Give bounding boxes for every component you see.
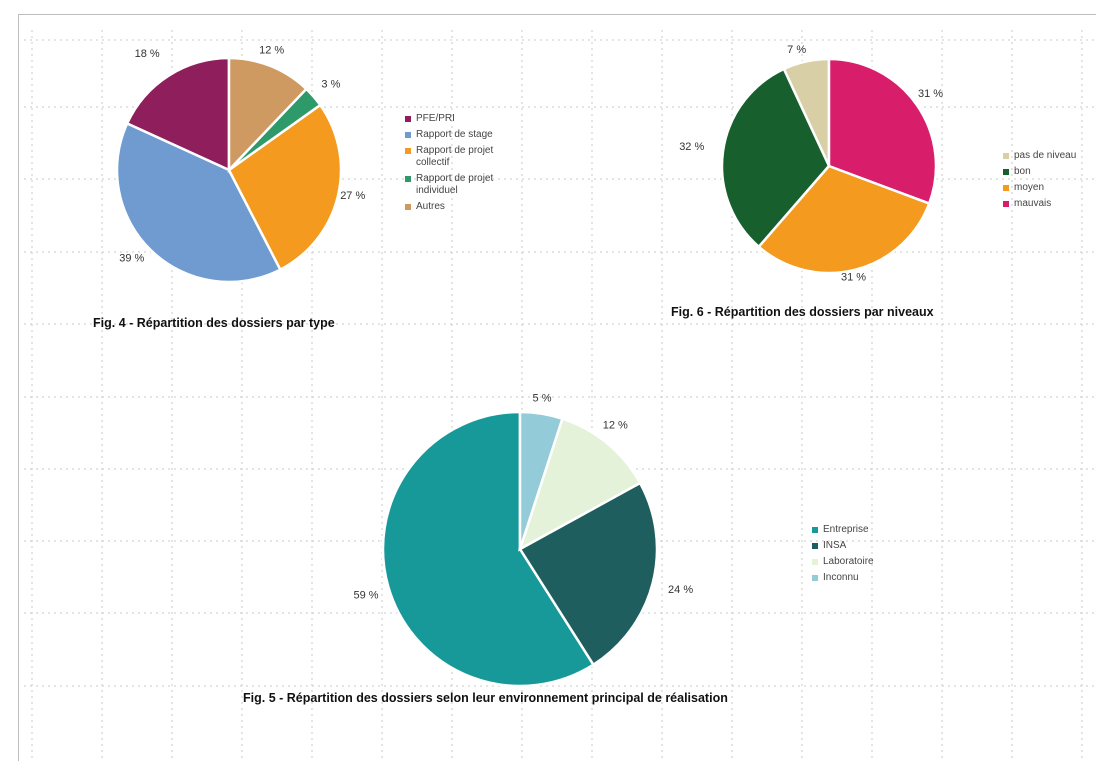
fig6-legend-swatch-1 — [1003, 169, 1009, 175]
fig5-data-label-0: 59 % — [353, 590, 378, 602]
fig4-legend-swatch-0 — [405, 116, 411, 122]
fig4-data-label-0: 18 % — [135, 48, 160, 60]
legend-fig5: Entreprise INSA Laboratoire Inconnu — [812, 524, 922, 588]
fig6-legend-item-1: bon — [1003, 166, 1093, 178]
fig4-legend-item-3: Rapport de projet individuel — [405, 173, 535, 197]
fig5-legend-label-3: Inconnu — [823, 572, 859, 583]
fig6-legend-label-1: bon — [1014, 166, 1031, 177]
fig4-legend-item-4: Autres — [405, 201, 535, 213]
fig5-slice-2 — [517, 417, 642, 552]
fig5-legend-label-1: INSA — [823, 540, 847, 551]
figure-frame — [18, 14, 1096, 761]
fig4-legend-item-2: Rapport de projet collectif — [405, 145, 535, 169]
fig4-data-label-1: 39 % — [119, 253, 144, 265]
fig4-legend-label-1: Rapport de stage — [416, 129, 493, 140]
fig6-slice-3 — [827, 57, 938, 206]
fig4-legend-label-3: Rapport de projet individuel — [416, 173, 494, 196]
fig5-legend-swatch-1 — [812, 543, 818, 549]
fig5-slice-0 — [381, 410, 596, 688]
fig4-slice-0 — [125, 56, 231, 172]
fig5-legend-item-0: Entreprise — [812, 524, 922, 536]
fig6-legend-swatch-0 — [1003, 153, 1009, 159]
fig4-legend-swatch-2 — [405, 148, 411, 154]
fig6-slice-2 — [757, 164, 931, 275]
fig4-data-label-3: 3 % — [321, 78, 340, 90]
legend-fig4: PFE/PRI Rapport de stage Rapport de projet… — [405, 113, 535, 217]
fig4-legend-swatch-4 — [405, 204, 411, 210]
fig6-legend-label-3: mauvais — [1014, 198, 1052, 209]
fig6-legend-swatch-2 — [1003, 185, 1009, 191]
fig4-legend-label-2: Rapport de projet collectif — [416, 145, 494, 168]
fig4-legend-label-0: PFE/PRI — [416, 113, 455, 124]
fig6-data-label-2: 31 % — [841, 271, 866, 283]
fig4-legend-swatch-1 — [405, 132, 411, 138]
caption-fig4: Fig. 4 - Répartition des dossiers par ty… — [93, 316, 335, 330]
fig4-slice-1 — [115, 121, 283, 284]
caption-fig6: Fig. 6 - Répartition des dossiers par ni… — [671, 305, 934, 319]
fig6-legend-item-2: moyen — [1003, 182, 1093, 194]
fig6-data-label-0: 7 % — [787, 44, 806, 56]
fig6-legend-item-0: pas de niveau — [1003, 150, 1093, 162]
fig4-data-label-2: 27 % — [340, 190, 365, 202]
fig4-legend-item-1: Rapport de stage — [405, 129, 535, 141]
fig5-slice-3 — [518, 410, 564, 550]
fig5-slice-1 — [518, 481, 659, 667]
fig6-data-label-3: 31 % — [918, 88, 943, 100]
fig5-data-label-2: 12 % — [603, 420, 628, 432]
fig5-data-label-1: 24 % — [668, 584, 693, 596]
fig4-legend-label-4: Autres — [416, 201, 445, 212]
fig5-legend-swatch-3 — [812, 575, 818, 581]
fig4-data-label-4: 12 % — [259, 45, 284, 57]
fig4-slice-2 — [227, 103, 343, 272]
fig5-legend-swatch-2 — [812, 559, 818, 565]
fig6-data-label-1: 32 % — [679, 141, 704, 153]
fig5-legend-item-1: INSA — [812, 540, 922, 552]
fig6-legend-label-0: pas de niveau — [1014, 150, 1077, 161]
fig6-slice-1 — [720, 67, 831, 249]
legend-fig6: pas de niveau bon moyen mauvais — [1003, 150, 1093, 214]
fig4-legend-swatch-3 — [405, 176, 411, 182]
fig6-legend-label-2: moyen — [1014, 182, 1045, 193]
fig4-slice-4 — [227, 56, 309, 174]
fig4-legend-item-0: PFE/PRI — [405, 113, 535, 125]
fig5-legend-item-3: Inconnu — [812, 572, 922, 584]
fig5-legend-item-2: Laboratoire — [812, 556, 922, 568]
fig5-legend-swatch-0 — [812, 527, 818, 533]
fig5-data-label-3: 5 % — [533, 392, 552, 404]
fig5-legend-label-2: Laboratoire — [823, 556, 874, 567]
fig6-legend-item-3: mauvais — [1003, 198, 1093, 210]
fig6-legend-swatch-3 — [1003, 201, 1009, 207]
caption-fig5: Fig. 5 - Répartition des dossiers selon … — [243, 691, 728, 705]
fig5-legend-label-0: Entreprise — [823, 524, 869, 535]
